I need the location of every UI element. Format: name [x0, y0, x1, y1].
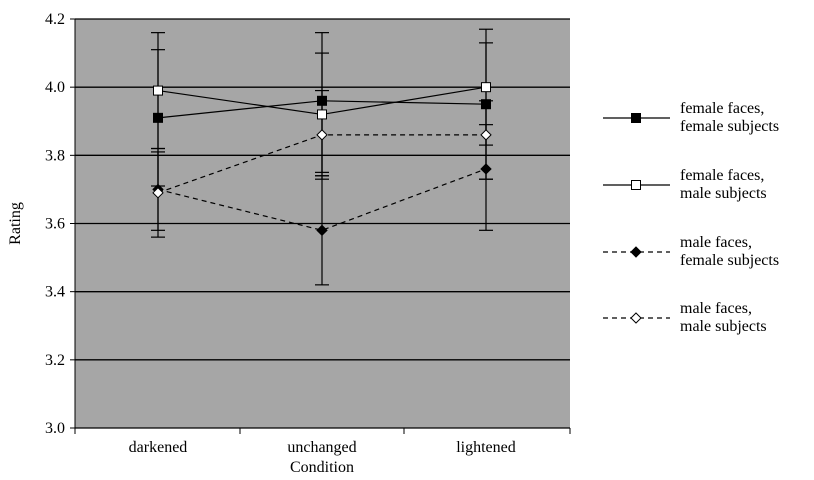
- x-axis-label: Condition: [290, 459, 354, 476]
- legend-item: male faces, female subjects: [603, 234, 779, 269]
- x-axis-ticks: darkened unchanged lightened: [74, 428, 571, 456]
- legend: female faces, female subjects female faces…: [603, 100, 779, 335]
- y-tick-label: 4.0: [45, 79, 65, 96]
- y-tick-label: 3.4: [45, 284, 65, 301]
- y-tick-label: 3.0: [45, 420, 65, 437]
- legend-marker: [631, 113, 641, 123]
- legend-item: female faces, female subjects: [603, 100, 779, 135]
- legend-marker: [631, 180, 641, 190]
- legend-item: male faces, male subjects: [603, 300, 767, 335]
- y-tick-label: 3.2: [45, 352, 65, 369]
- data-point: [153, 85, 163, 96]
- y-axis-ticks: 3.0 3.2 3.4 3.6 3.8 4.0 4.2: [45, 11, 570, 437]
- data-point: [480, 163, 492, 175]
- data-point: [316, 129, 328, 141]
- data-point: [317, 109, 327, 120]
- data-point: [316, 224, 328, 237]
- data-point: [481, 82, 491, 93]
- data-point: [153, 112, 163, 123]
- x-tick-label: darkened: [129, 439, 188, 456]
- legend-marker: [630, 246, 642, 258]
- legend-label: female faces, female subjects: [680, 100, 779, 135]
- data-point: [152, 187, 164, 199]
- legend-label: male faces, male subjects: [680, 300, 767, 335]
- legend-label: male faces, female subjects: [680, 234, 779, 269]
- legend-item: female faces, male subjects: [603, 167, 767, 202]
- y-tick-label: 3.6: [45, 216, 65, 233]
- series-markers: [152, 82, 492, 237]
- y-tick-label: 3.8: [45, 147, 65, 164]
- data-point: [481, 99, 491, 110]
- y-tick-label: 4.2: [45, 11, 65, 28]
- data-point: [317, 95, 327, 106]
- legend-label: female faces, male subjects: [680, 167, 767, 202]
- series-line-3: [157, 168, 487, 231]
- x-tick-label: lightened: [456, 439, 516, 456]
- legend-marker: [630, 312, 642, 324]
- data-point: [480, 129, 492, 141]
- x-tick-label: unchanged: [287, 439, 356, 456]
- y-axis-label: Rating: [7, 202, 24, 245]
